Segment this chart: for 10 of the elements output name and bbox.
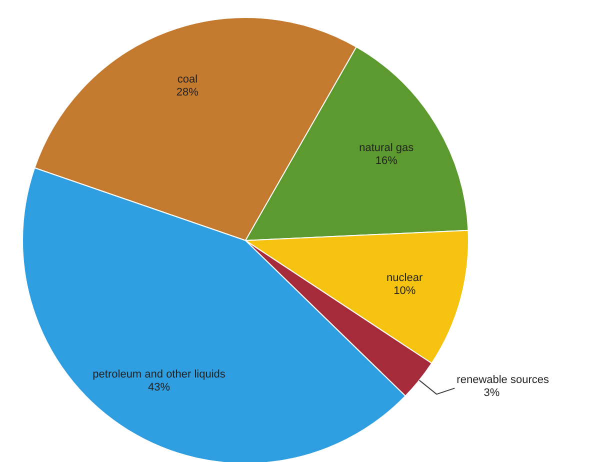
data-label: 16%	[375, 155, 398, 168]
slice-label: coal	[177, 74, 198, 86]
data-label: 43%	[148, 382, 170, 394]
slice-label: nuclear	[386, 272, 423, 284]
slice-label: natural gas	[359, 142, 414, 154]
data-label: 28%	[176, 86, 199, 99]
slice-label: renewable sources	[456, 374, 550, 386]
data-label: 3%	[484, 387, 500, 400]
slice-label: petroleum and other liquids	[92, 368, 226, 381]
data-label: 10%	[394, 284, 416, 297]
